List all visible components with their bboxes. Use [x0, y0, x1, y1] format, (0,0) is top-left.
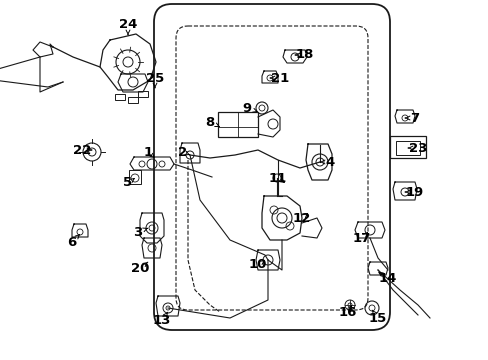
Text: 24: 24 — [119, 18, 137, 31]
Text: 4: 4 — [325, 156, 334, 168]
Bar — [129, 170, 141, 184]
Text: 18: 18 — [295, 49, 314, 62]
Text: 2: 2 — [178, 145, 187, 158]
Text: 16: 16 — [338, 306, 356, 319]
Text: 10: 10 — [248, 258, 266, 271]
Text: 9: 9 — [242, 102, 251, 114]
Bar — [115, 94, 125, 100]
Bar — [389, 136, 425, 158]
Text: 12: 12 — [292, 211, 310, 225]
Text: 23: 23 — [408, 141, 427, 154]
Bar — [138, 91, 148, 97]
Text: 21: 21 — [270, 72, 288, 85]
Text: 5: 5 — [123, 176, 132, 189]
Bar — [395, 141, 419, 155]
Bar — [218, 112, 258, 137]
Text: 14: 14 — [378, 271, 396, 284]
Text: 3: 3 — [133, 225, 142, 238]
Text: 11: 11 — [268, 171, 286, 184]
Text: 7: 7 — [409, 112, 419, 125]
Text: 15: 15 — [368, 311, 386, 324]
Bar — [128, 97, 138, 103]
Text: 19: 19 — [405, 185, 423, 198]
Text: 20: 20 — [131, 261, 149, 274]
Text: 6: 6 — [67, 235, 77, 248]
Text: 13: 13 — [153, 314, 171, 327]
Text: 1: 1 — [143, 145, 152, 158]
Text: 17: 17 — [352, 231, 370, 244]
Text: 22: 22 — [73, 144, 91, 157]
Text: 25: 25 — [145, 72, 164, 85]
Text: 8: 8 — [205, 116, 214, 129]
